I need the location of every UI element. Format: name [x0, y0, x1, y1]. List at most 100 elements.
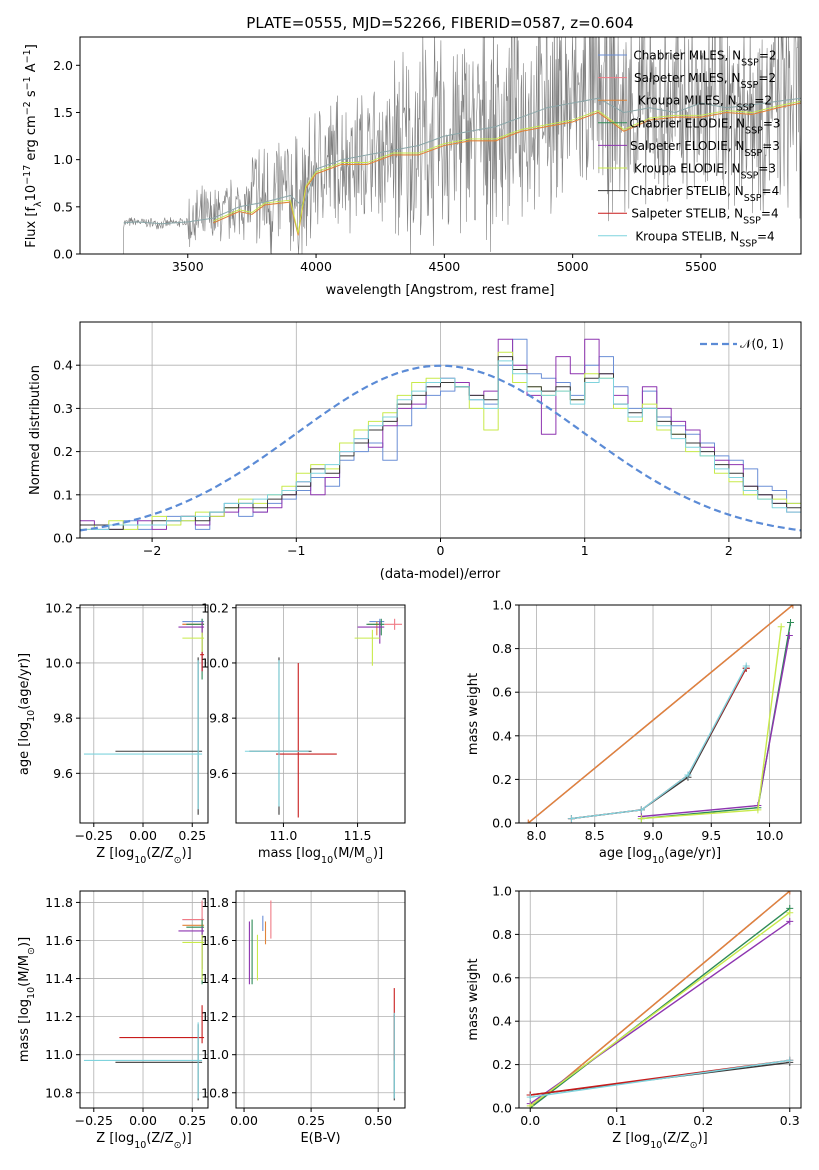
y-tick-label: 11.8	[45, 895, 73, 910]
legend-label: Salpeter ELODIE, NSSP=3	[630, 139, 780, 159]
y-tick-label: 10.2	[45, 600, 73, 615]
axes-age-vs-Z: −0.25 0.00 0.259.69.810.010.2Z [log10(Z/Z⊙…	[17, 600, 209, 866]
axes-frame	[79, 36, 802, 255]
label-part: (Z/Z	[662, 1131, 689, 1146]
label-part: SSP	[741, 80, 759, 91]
y-tick-label: 0.0	[53, 247, 73, 262]
label-part: =3	[762, 139, 780, 153]
legend-label: Kroupa STELIB, NSSP=4	[635, 229, 774, 249]
y-tick-label: 9.6	[53, 766, 73, 781]
label-part: ]	[24, 44, 39, 49]
plot-area-weight-vs-Z	[526, 891, 794, 1108]
y-tick-label: 11.0	[45, 1047, 73, 1062]
x-axis-label: Z [log10(Z/Z⊙)]	[96, 846, 191, 866]
weight-marker	[777, 623, 785, 631]
legend-label: Chabrier STELIB, NSSP=4	[631, 184, 779, 204]
y-tick-label: 10.0	[45, 655, 73, 670]
weight-marker	[567, 815, 575, 823]
y-tick-label: 0.5	[53, 199, 73, 214]
label-part: A	[24, 63, 39, 76]
x-axis-label: Z [log10(Z/Z⊙)]	[96, 1131, 191, 1151]
axes-frame	[79, 321, 802, 539]
label-part: ⊙	[174, 1140, 182, 1151]
label-part: 10	[650, 1140, 662, 1151]
y-tick-label: 0.3	[53, 401, 73, 416]
x-tick-label: 0.50	[364, 1113, 392, 1128]
label-part: 10	[24, 185, 39, 202]
label-part: SSP	[737, 102, 755, 113]
x-tick-label: 8.0	[527, 828, 547, 843]
y-tick-label: 10.0	[201, 655, 229, 670]
label-part: (M/M	[333, 846, 365, 861]
model-spectrum-line	[123, 97, 801, 225]
x-tick-label: 3500	[172, 259, 204, 274]
x-axis-label: age [log10(age/yr)]	[599, 846, 721, 866]
label-part: 10	[134, 855, 146, 866]
label-part: (Z/Z	[146, 846, 173, 861]
label-part: SSP	[744, 193, 762, 204]
plot-area-age-vs-Z	[83, 618, 205, 815]
label-part: =3	[763, 116, 781, 130]
label-part: Kroupa ELODIE, N	[634, 162, 741, 176]
label-part: ⊙	[26, 947, 37, 955]
data-spectrum-line	[123, 37, 801, 254]
y-tick-label: 0.0	[53, 531, 73, 546]
weight-line	[641, 622, 792, 820]
y-tick-label: 0.0	[492, 816, 512, 831]
label-part: 10	[321, 855, 333, 866]
y-tick-label: 1.5	[53, 105, 73, 120]
weight-marker	[786, 917, 794, 925]
plot-area-mass-vs-ebv	[248, 900, 395, 1101]
label-part: 10	[26, 710, 37, 722]
label-part: (age/yr)]	[17, 653, 32, 710]
axes-weight-vs-Z: 0.0 0.1 0.2 0.3 0.0 0.2 0.4 0.6 0.8 1.0 Z [log10(Z…	[466, 884, 802, 1151]
label-part: erg cm	[24, 115, 39, 164]
legend-label: Chabrier ELODIE, NSSP=3	[629, 116, 780, 136]
label-part: )]	[373, 846, 383, 861]
x-tick-label: 2	[725, 543, 733, 558]
y-tick-label: 9.8	[53, 711, 73, 726]
label-part: (age/yr)]	[664, 846, 721, 861]
x-tick-label: 9.5	[701, 828, 721, 843]
label-part: SSP	[743, 215, 761, 226]
label-part: =4	[761, 207, 779, 221]
label-part: Chabrier STELIB, N	[631, 184, 744, 198]
axes-frame	[235, 890, 406, 1109]
x-tick-label: 4000	[300, 259, 332, 274]
y-tick-label: 0.4	[492, 1014, 512, 1029]
label-part: ⊙	[365, 855, 373, 866]
weight-marker	[684, 771, 692, 779]
label-part: Kroupa MILES, N	[638, 94, 737, 108]
x-tick-label: 0.25	[297, 1113, 325, 1128]
axes-frame	[518, 604, 802, 824]
x-tick-label: 1	[581, 543, 589, 558]
y-tick-label: 9.8	[209, 711, 229, 726]
axes-frame	[518, 890, 802, 1109]
weight-marker	[786, 909, 794, 917]
label-part: )]	[182, 846, 192, 861]
y-tick-label: 9.6	[209, 766, 229, 781]
x-tick-label: 0.1	[607, 1113, 627, 1128]
label-part: −1	[22, 76, 33, 90]
x-tick-label: 11.5	[344, 828, 372, 843]
label-part: λ	[33, 201, 44, 207]
label-part: Z [log	[612, 1131, 650, 1146]
label-part: 10	[652, 855, 664, 866]
x-tick-label: 0.0	[520, 1113, 540, 1128]
weight-marker	[786, 891, 794, 895]
y-tick-label: 1.0	[492, 598, 512, 613]
label-part: SSP	[744, 147, 762, 158]
plot-area-residuals	[80, 338, 801, 532]
label-part: s	[24, 90, 39, 101]
x-tick-label: 0	[437, 543, 445, 558]
weight-marker	[637, 815, 645, 823]
x-tick-label: −1	[287, 543, 305, 558]
y-tick-label: 0.2	[492, 772, 512, 787]
x-axis-label: Z [log10(Z/Z⊙)]	[612, 1131, 707, 1151]
x-tick-label: 0.25	[178, 828, 206, 843]
x-tick-label: 5000	[557, 259, 589, 274]
legend-label: Kroupa MILES, NSSP=2	[638, 94, 772, 114]
y-tick-label: 11.6	[45, 933, 73, 948]
y-tick-label: 11.2	[201, 1009, 229, 1024]
y-tick-label: 0.6	[492, 685, 512, 700]
